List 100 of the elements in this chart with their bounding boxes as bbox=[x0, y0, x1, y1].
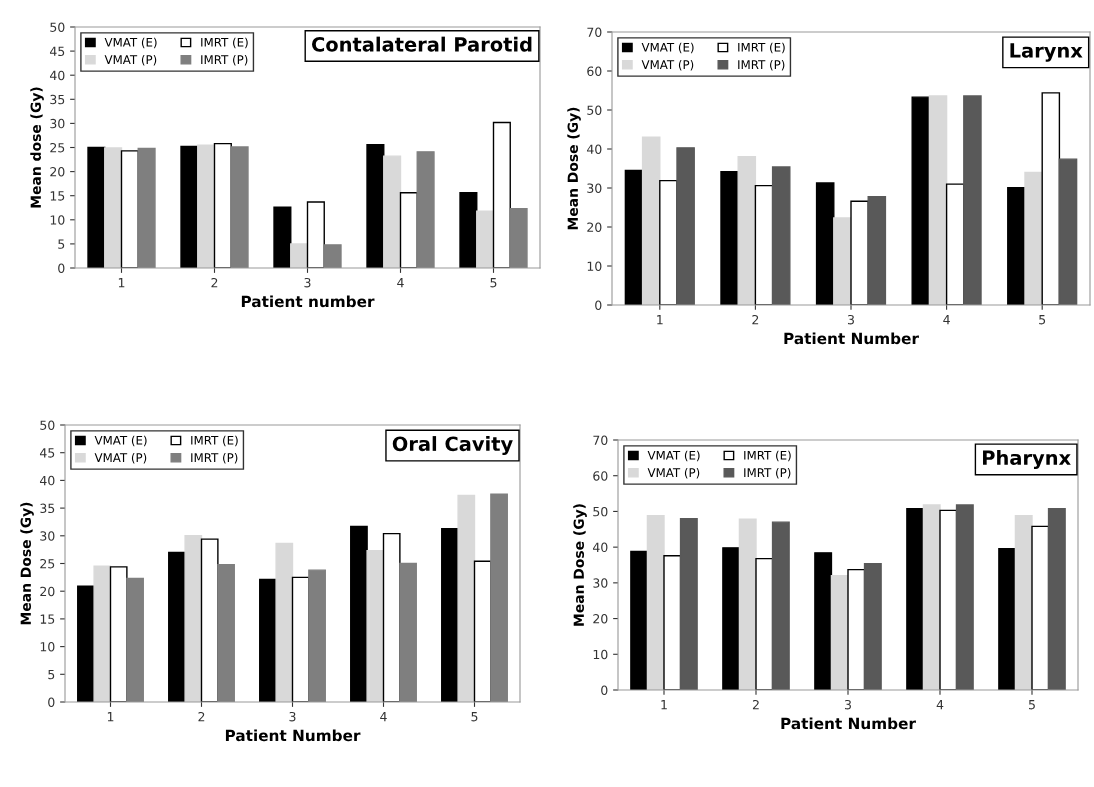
bar bbox=[109, 566, 128, 702]
bar bbox=[1007, 186, 1026, 305]
x-axis-title: Patient Number bbox=[784, 332, 919, 345]
y-tick-label: 70 bbox=[587, 27, 602, 37]
x-tick-label: 4 bbox=[943, 315, 950, 325]
y-tick-label: 15 bbox=[40, 614, 55, 624]
bar bbox=[366, 550, 385, 702]
bar bbox=[911, 96, 931, 305]
x-tick-label: 2 bbox=[198, 711, 205, 722]
bar bbox=[273, 206, 292, 268]
bar bbox=[87, 146, 106, 268]
bar bbox=[217, 563, 235, 702]
bar bbox=[630, 550, 649, 690]
bar bbox=[867, 195, 887, 305]
bar bbox=[624, 169, 644, 305]
y-tick-label: 5 bbox=[58, 239, 65, 249]
y-tick-label: 35 bbox=[50, 94, 65, 105]
bar bbox=[676, 147, 695, 305]
x-tick-label: 4 bbox=[397, 278, 404, 288]
bar bbox=[1031, 525, 1050, 690]
bar bbox=[646, 515, 665, 690]
bar bbox=[476, 210, 495, 268]
y-tick-label: 10 bbox=[587, 261, 602, 271]
y-tick-label: 45 bbox=[39, 448, 55, 458]
bar bbox=[771, 521, 790, 690]
x-tick-label: 1 bbox=[657, 315, 663, 325]
x-tick-label: 2 bbox=[752, 699, 759, 710]
bar bbox=[771, 166, 791, 305]
y-tick-label: 0 bbox=[58, 263, 65, 273]
bar bbox=[366, 143, 385, 268]
y-tick-label: 40 bbox=[49, 70, 65, 81]
y-tick-label: 50 bbox=[40, 420, 55, 430]
x-tick-label: 3 bbox=[289, 711, 296, 722]
bar bbox=[399, 192, 418, 268]
legend-label: VMAT (P) bbox=[104, 54, 157, 66]
y-tick-label: 25 bbox=[50, 142, 65, 153]
x-tick-label: 1 bbox=[107, 712, 114, 722]
y-tick-label: 0 bbox=[48, 697, 55, 707]
bar bbox=[963, 95, 982, 305]
y-tick-label: 30 bbox=[593, 578, 608, 588]
legend-label: VMAT (P) bbox=[641, 59, 694, 71]
y-axis-title: Mean Dose (Gy) bbox=[20, 502, 34, 625]
y-tick-label: 20 bbox=[50, 167, 65, 177]
y-tick-label: 25 bbox=[40, 558, 55, 569]
bar bbox=[137, 147, 156, 268]
bar bbox=[679, 517, 698, 690]
bar bbox=[399, 562, 417, 702]
y-tick-label: 0 bbox=[595, 300, 602, 310]
bar bbox=[955, 504, 974, 690]
legend-label: VMAT (E) bbox=[641, 42, 694, 54]
bar bbox=[755, 557, 774, 690]
x-tick-label: 4 bbox=[936, 700, 944, 710]
legend-label: IMRT (P) bbox=[738, 59, 785, 71]
bar bbox=[1058, 158, 1078, 305]
x-tick-label: 5 bbox=[471, 712, 478, 722]
bar bbox=[754, 184, 774, 305]
x-tick-label: 2 bbox=[752, 314, 759, 325]
y-tick-label: 20 bbox=[587, 222, 602, 232]
y-tick-label: 30 bbox=[587, 183, 602, 193]
bar bbox=[492, 121, 511, 268]
text: Pharynx bbox=[983, 450, 1071, 469]
bar bbox=[998, 547, 1017, 690]
legend-label: VMAT (E) bbox=[647, 450, 700, 462]
bar bbox=[850, 200, 869, 305]
legend-label: IMRT (P) bbox=[191, 452, 238, 464]
bar bbox=[663, 555, 682, 690]
x-tick-label: 5 bbox=[1039, 315, 1046, 325]
legend-label: IMRT (P) bbox=[744, 467, 791, 479]
x-axis-title: Patient Number bbox=[781, 717, 916, 730]
y-axis-title: Mean dose (Gy) bbox=[30, 87, 44, 208]
bar bbox=[308, 569, 326, 702]
bar bbox=[350, 525, 368, 702]
bar bbox=[814, 552, 833, 690]
bar bbox=[906, 507, 925, 690]
bar bbox=[197, 144, 216, 268]
legend-label: VMAT (P) bbox=[94, 452, 147, 464]
bar bbox=[457, 494, 476, 702]
x-axis-title: Patient Number bbox=[225, 729, 361, 742]
legend-label: IMRT (E) bbox=[201, 37, 248, 49]
bar bbox=[720, 170, 739, 305]
bar bbox=[275, 542, 294, 702]
bar bbox=[815, 182, 835, 305]
bar bbox=[737, 156, 757, 305]
bar bbox=[213, 142, 232, 268]
bar bbox=[1041, 92, 1061, 305]
bar bbox=[459, 192, 478, 268]
bar bbox=[230, 146, 249, 268]
x-tick-label: 3 bbox=[844, 699, 851, 710]
bar bbox=[416, 151, 435, 268]
bar bbox=[738, 518, 757, 690]
y-tick-label: 20 bbox=[593, 614, 608, 624]
y-tick-label: 10 bbox=[40, 642, 55, 652]
y-tick-label: 60 bbox=[587, 66, 602, 76]
bar bbox=[490, 493, 508, 702]
bar bbox=[120, 150, 139, 268]
y-tick-label: 40 bbox=[592, 542, 608, 553]
legend-label: VMAT (P) bbox=[647, 467, 700, 479]
bar bbox=[93, 565, 112, 702]
x-tick-label: 1 bbox=[118, 278, 125, 288]
y-axis-title: Mean Dose (Gy) bbox=[573, 504, 587, 626]
